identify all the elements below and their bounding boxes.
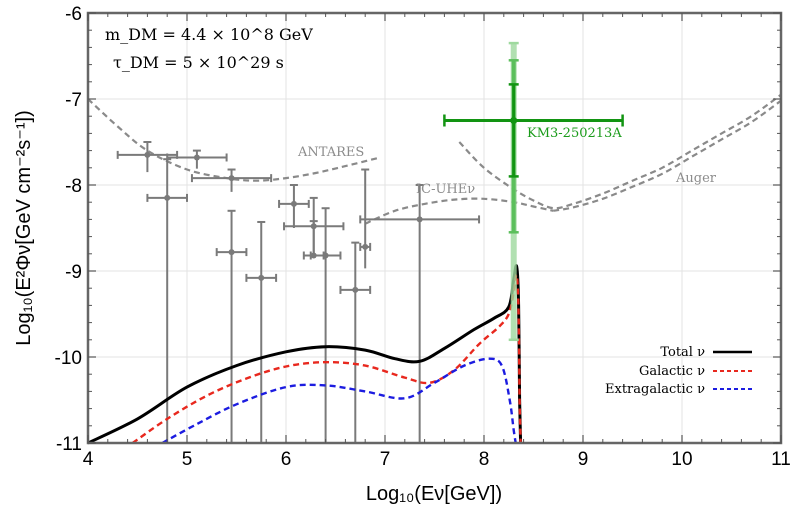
legend-label-total: Total ν [660, 345, 705, 360]
annotation-auger: Auger [675, 171, 717, 186]
model-curve [161, 357, 517, 445]
x-tick-label: 5 [182, 449, 193, 470]
data-point [258, 274, 265, 281]
plot-frame [86, 11, 783, 445]
model-curves [87, 264, 523, 445]
ticks [87, 12, 782, 444]
data-point [322, 252, 329, 259]
data-point [228, 175, 235, 182]
data-point [228, 249, 235, 256]
data-point [193, 154, 200, 161]
x-axis-title: Log₁₀(Eν[GeV]) [366, 483, 502, 505]
event-marker [443, 41, 624, 342]
event-point [510, 117, 518, 124]
y-tick-label: -9 [65, 262, 82, 283]
legend: Total ν Galactic ν Extragalactic ν [605, 345, 752, 397]
grid [88, 13, 781, 443]
data-point [352, 286, 359, 293]
x-tick-label: 9 [578, 449, 589, 470]
x-tick-label: 10 [671, 449, 692, 470]
y-tick-label: -8 [65, 176, 82, 197]
annotation-km3: KM3-250213A [527, 126, 622, 141]
x-tick-label: 4 [83, 449, 94, 470]
y-tick-label: -11 [56, 434, 82, 455]
model-curve [131, 273, 522, 444]
y-tick-label: -6 [65, 4, 82, 25]
model-curve [87, 264, 523, 445]
tick-labels: 4 5 6 7 8 9 10 11 -6 -7 -8 -9 -10 -11 [55, 4, 791, 470]
y-tick-label: -10 [55, 348, 82, 369]
sensitivity-curve [553, 99, 782, 212]
legend-label-extragalactic: Extragalactic ν [605, 382, 705, 397]
data-point [362, 243, 369, 250]
annotation-ic-uhe: IC-UHEν [416, 182, 475, 197]
y-axis-title: Log₁₀(E²Φν[GeV cm⁻²s⁻¹]) [13, 110, 35, 345]
data-point [164, 194, 171, 201]
legend-label-galactic: Galactic ν [639, 364, 705, 379]
x-tick-label: 6 [281, 449, 292, 470]
sensitivity-curve [364, 197, 554, 225]
param-mass: m_DM = 4.4 × 10^8 GeV [105, 25, 313, 44]
x-tick-label: 8 [479, 449, 490, 470]
x-tick-label: 11 [771, 449, 791, 470]
data-point [144, 151, 151, 158]
x-tick-label: 7 [380, 449, 391, 470]
param-lifetime: τ_DM = 5 × 10^29 s [113, 53, 284, 72]
plot-area [88, 13, 781, 443]
y-tick-label: -7 [65, 90, 82, 111]
data-point [416, 216, 423, 223]
annotation-antares: ANTARES [297, 145, 364, 160]
data-point [290, 200, 297, 207]
data-points [116, 141, 481, 443]
